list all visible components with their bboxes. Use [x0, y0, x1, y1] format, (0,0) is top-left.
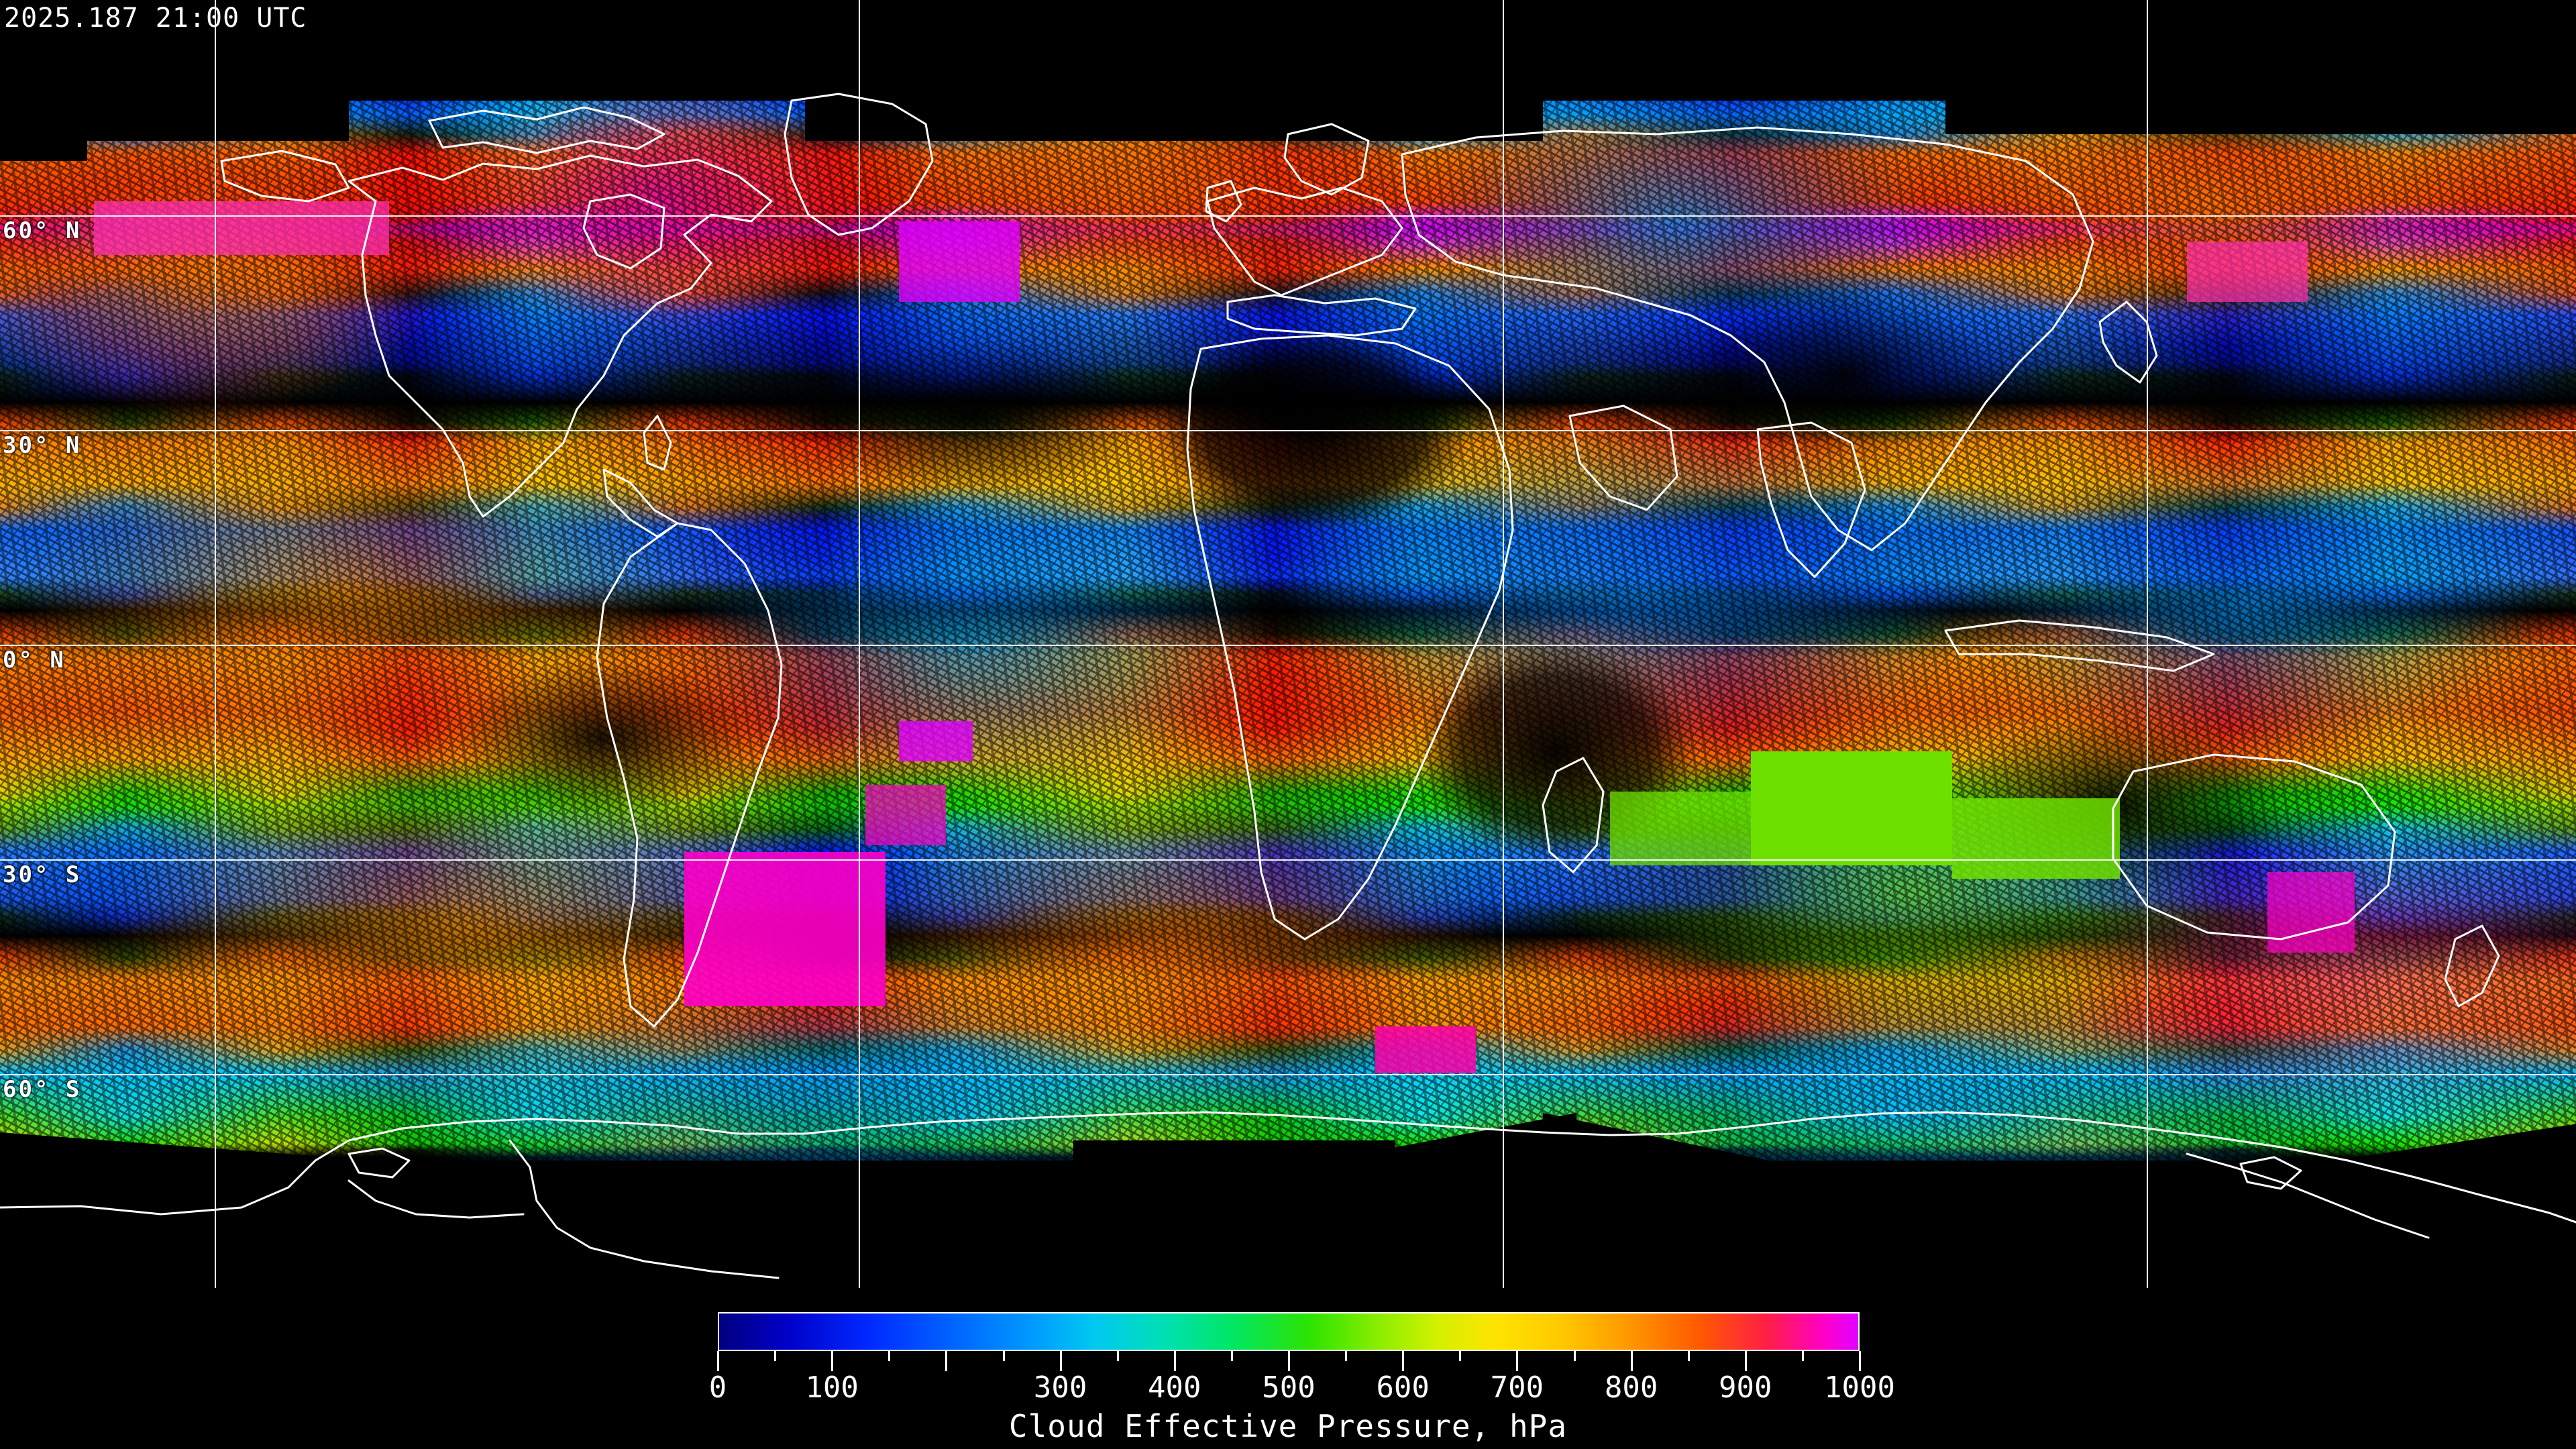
lat-label-60s: 60° S [3, 1076, 82, 1103]
colorbar-label-400: 400 [1148, 1371, 1201, 1405]
coastline-new-zealand [2445, 926, 2499, 1006]
colorbar-panel: 0 100 300 400 500 600 700 800 900 1000 Cloud Effe… [0, 1288, 2576, 1449]
granule-artifact [1375, 1026, 1476, 1073]
coastline-antarctic-island [349, 1148, 409, 1177]
colorbar-tick-450 [1230, 1351, 1233, 1361]
coastline-canadian-arctic [429, 107, 664, 153]
granule-artifact [1952, 798, 2120, 879]
lat-label-0: 0° N [3, 647, 66, 674]
gridline-lon-150w [215, 0, 216, 1288]
map-panel: 60° N 30° N 0° N 30° S 60° S [0, 0, 2576, 1288]
coastline-florida [644, 416, 671, 470]
gridline-lon-120e [2147, 0, 2148, 1288]
colorbar-tick-300 [1059, 1351, 1062, 1371]
colorbar-tick-labels: 0 100 300 400 500 600 700 800 900 1000 [709, 1371, 1895, 1407]
granule-artifact [1610, 792, 1754, 865]
colorbar-tick-800 [1630, 1351, 1633, 1371]
coastline-arabia [1570, 406, 1677, 510]
colorbar-tick-50 [774, 1351, 777, 1361]
coastline-asia [1402, 127, 2093, 550]
coastline-south-america [597, 523, 782, 1026]
colorbar-label-900: 900 [1719, 1371, 1772, 1405]
colorbar-tick-200 [945, 1351, 948, 1371]
colorbar-tick-650 [1459, 1351, 1462, 1361]
timestamp-label: 2025.187 21:00 UTC [4, 3, 307, 34]
colorbar-tick-marks [717, 1351, 1861, 1374]
colorbar-tick-950 [1801, 1351, 1804, 1361]
colorbar-title: Cloud Effective Pressure, hPa [1008, 1408, 1568, 1444]
coastline-greenland [785, 94, 932, 235]
granule-artifact [899, 721, 973, 761]
colorbar-label-500: 500 [1262, 1371, 1316, 1405]
coastline-antarctic-peninsula [510, 1140, 778, 1278]
granule-artifact [2187, 241, 2308, 302]
granule-artifact [1751, 751, 1952, 865]
coastline-overlay [0, 0, 2576, 1288]
gridline-lat-60n [0, 215, 2576, 217]
gridline-lon-30e [1503, 0, 1504, 1288]
colorbar-label-100: 100 [805, 1371, 859, 1405]
colorbar-label-0: 0 [708, 1371, 727, 1405]
colorbar-label-800: 800 [1604, 1371, 1658, 1405]
coastline-australia [2113, 755, 2395, 939]
coastline-antarctic-inlet [349, 1181, 523, 1218]
coastline-indonesia [1945, 621, 2214, 671]
coastline-hudson-bay [584, 195, 664, 268]
colorbar-label-600: 600 [1376, 1371, 1430, 1405]
coastline-india [1758, 423, 1865, 577]
colorbar-tick-100 [831, 1351, 834, 1371]
coastline-antarctic-ice-shelf [2187, 1154, 2428, 1238]
coastline-southern-island [2241, 1157, 2301, 1189]
gridline-lat-0 [0, 645, 2576, 646]
colorbar-tick-750 [1573, 1351, 1576, 1361]
colorbar-tick-350 [1116, 1351, 1119, 1361]
colorbar-label-300: 300 [1033, 1371, 1087, 1405]
colorbar-tick-850 [1687, 1351, 1690, 1361]
nodata-region-north-arc [1945, 101, 2576, 134]
gridline-lat-60s [0, 1074, 2576, 1075]
colorbar-tick-400 [1173, 1351, 1176, 1371]
coastline-north-america [349, 156, 771, 517]
colorbar-tick-150 [888, 1351, 891, 1361]
coastline-africa [1187, 335, 1513, 939]
coastline-mediterranean [1228, 295, 1415, 335]
gridline-lat-30s [0, 859, 2576, 861]
colorbar-tick-250 [1002, 1351, 1005, 1361]
coastline-scandinavia [1285, 124, 1368, 195]
colorbar-tick-700 [1516, 1351, 1519, 1371]
colorbar-label-1000: 1000 [1824, 1371, 1895, 1405]
gridline-lon-60w [859, 0, 860, 1288]
lat-label-30s: 30° S [3, 861, 82, 888]
nodata-region-south-arc [1073, 1140, 1395, 1164]
colorbar-tick-600 [1402, 1351, 1405, 1371]
colorbar-tick-500 [1288, 1351, 1290, 1371]
colorbar-tick-0 [717, 1351, 719, 1371]
coastline-madagascar [1543, 758, 1603, 872]
colorbar-tick-1000 [1859, 1351, 1861, 1371]
coastline-alaska [221, 151, 349, 201]
colorbar-gradient [718, 1312, 1860, 1351]
lat-label-60n: 60° N [3, 217, 82, 244]
granule-artifact [94, 201, 389, 255]
coastline-britain [1206, 181, 1241, 221]
coastline-antarctica [0, 1112, 2576, 1222]
granule-artifact [865, 785, 946, 845]
nodata-region-north-arc [0, 101, 87, 161]
colorbar-label-700: 700 [1490, 1371, 1544, 1405]
coastline-europe [1208, 188, 1402, 295]
coastline-central-america [604, 470, 678, 537]
colorbar-tick-900 [1744, 1351, 1747, 1371]
gridline-lat-30n [0, 430, 2576, 431]
coastline-japan [2100, 302, 2157, 382]
colorbar-tick-550 [1345, 1351, 1348, 1361]
lat-label-30n: 30° N [3, 432, 82, 459]
granule-artifact [899, 221, 1020, 302]
granule-artifact [684, 852, 885, 1006]
